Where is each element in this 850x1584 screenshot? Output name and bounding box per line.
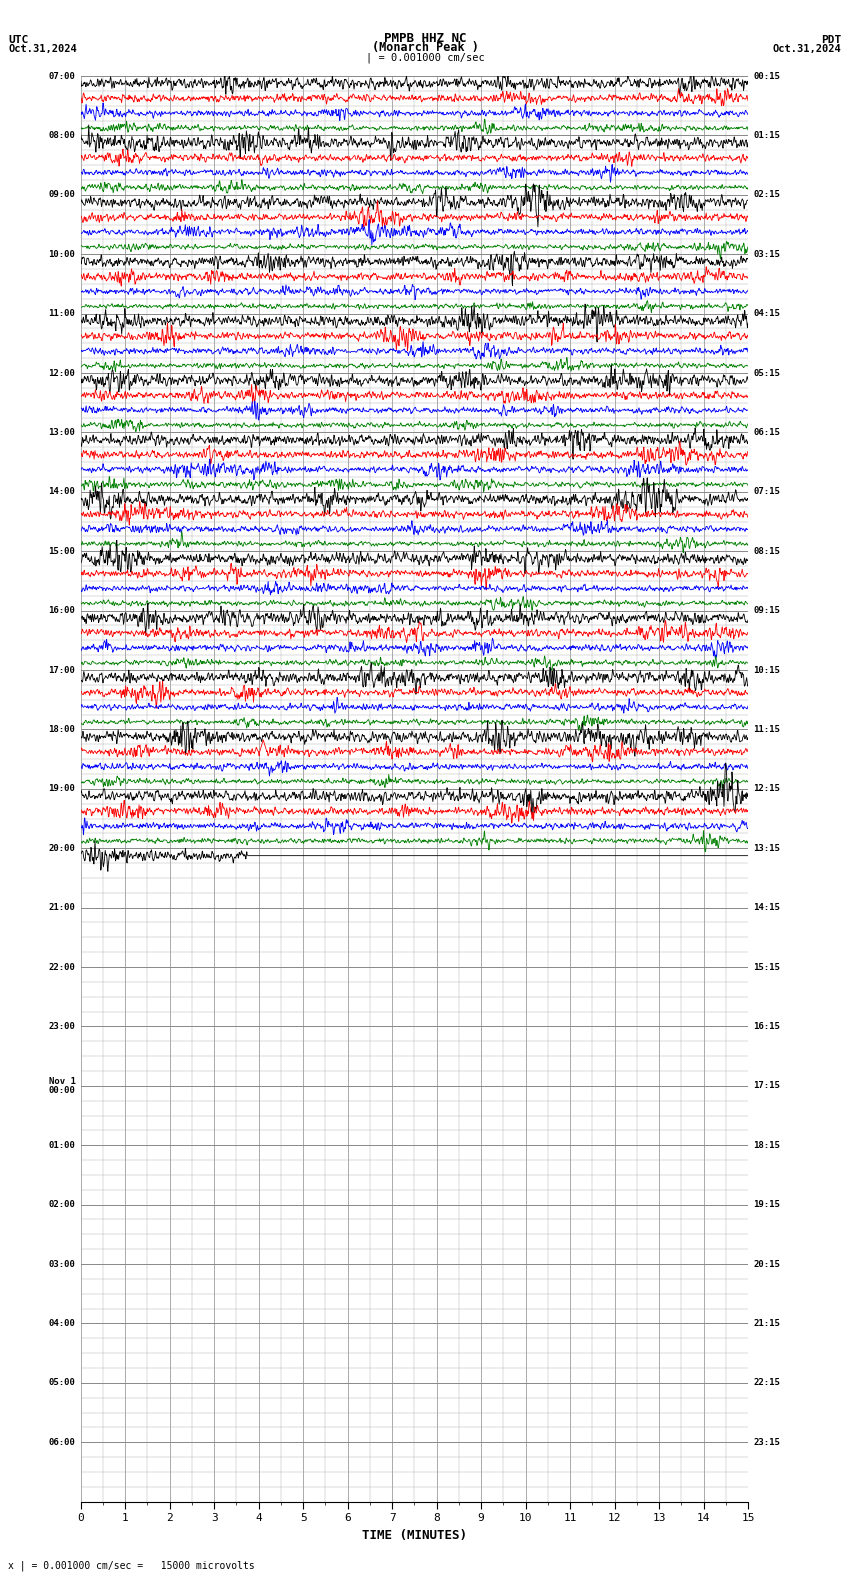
Text: 23:15: 23:15 <box>753 1438 780 1446</box>
X-axis label: TIME (MINUTES): TIME (MINUTES) <box>362 1529 467 1541</box>
Text: | = 0.001000 cm/sec: | = 0.001000 cm/sec <box>366 52 484 63</box>
Text: 12:00: 12:00 <box>48 369 76 377</box>
Text: 04:00: 04:00 <box>48 1319 76 1327</box>
Text: 20:00: 20:00 <box>48 844 76 852</box>
Text: PDT: PDT <box>821 35 842 44</box>
Text: 09:00: 09:00 <box>48 190 76 200</box>
Text: 15:15: 15:15 <box>753 963 780 971</box>
Text: 05:15: 05:15 <box>753 369 780 377</box>
Text: 19:15: 19:15 <box>753 1201 780 1209</box>
Text: 00:15: 00:15 <box>753 71 780 81</box>
Text: 07:00: 07:00 <box>48 71 76 81</box>
Text: 03:15: 03:15 <box>753 250 780 258</box>
Text: 02:15: 02:15 <box>753 190 780 200</box>
Text: 09:15: 09:15 <box>753 607 780 615</box>
Text: 18:15: 18:15 <box>753 1140 780 1150</box>
Text: 19:00: 19:00 <box>48 784 76 794</box>
Text: PMPB HHZ NC: PMPB HHZ NC <box>383 32 467 44</box>
Text: 10:00: 10:00 <box>48 250 76 258</box>
Text: 14:15: 14:15 <box>753 903 780 912</box>
Text: 20:15: 20:15 <box>753 1259 780 1269</box>
Text: Oct.31,2024: Oct.31,2024 <box>773 44 842 54</box>
Text: 15:00: 15:00 <box>48 546 76 556</box>
Text: 11:15: 11:15 <box>753 725 780 733</box>
Text: 18:00: 18:00 <box>48 725 76 733</box>
Text: 04:15: 04:15 <box>753 309 780 318</box>
Text: 08:00: 08:00 <box>48 131 76 139</box>
Text: 17:00: 17:00 <box>48 665 76 675</box>
Text: 01:15: 01:15 <box>753 131 780 139</box>
Text: 16:00: 16:00 <box>48 607 76 615</box>
Text: 13:00: 13:00 <box>48 428 76 437</box>
Text: 10:15: 10:15 <box>753 665 780 675</box>
Text: 22:15: 22:15 <box>753 1378 780 1388</box>
Text: UTC: UTC <box>8 35 29 44</box>
Text: 13:15: 13:15 <box>753 844 780 852</box>
Text: 17:15: 17:15 <box>753 1082 780 1090</box>
Text: 00:00: 00:00 <box>48 1087 76 1095</box>
Text: 21:00: 21:00 <box>48 903 76 912</box>
Text: 11:00: 11:00 <box>48 309 76 318</box>
Text: 05:00: 05:00 <box>48 1378 76 1388</box>
Text: 06:15: 06:15 <box>753 428 780 437</box>
Text: x | = 0.001000 cm/sec =   15000 microvolts: x | = 0.001000 cm/sec = 15000 microvolts <box>8 1560 255 1571</box>
Text: 02:00: 02:00 <box>48 1201 76 1209</box>
Text: 23:00: 23:00 <box>48 1022 76 1031</box>
Text: 22:00: 22:00 <box>48 963 76 971</box>
Text: 16:15: 16:15 <box>753 1022 780 1031</box>
Text: Nov 1: Nov 1 <box>48 1077 76 1087</box>
Text: (Monarch Peak ): (Monarch Peak ) <box>371 41 479 54</box>
Text: 01:00: 01:00 <box>48 1140 76 1150</box>
Text: 21:15: 21:15 <box>753 1319 780 1327</box>
Text: 08:15: 08:15 <box>753 546 780 556</box>
Text: Oct.31,2024: Oct.31,2024 <box>8 44 77 54</box>
Text: 14:00: 14:00 <box>48 488 76 496</box>
Text: 06:00: 06:00 <box>48 1438 76 1446</box>
Text: 03:00: 03:00 <box>48 1259 76 1269</box>
Text: 12:15: 12:15 <box>753 784 780 794</box>
Text: 07:15: 07:15 <box>753 488 780 496</box>
